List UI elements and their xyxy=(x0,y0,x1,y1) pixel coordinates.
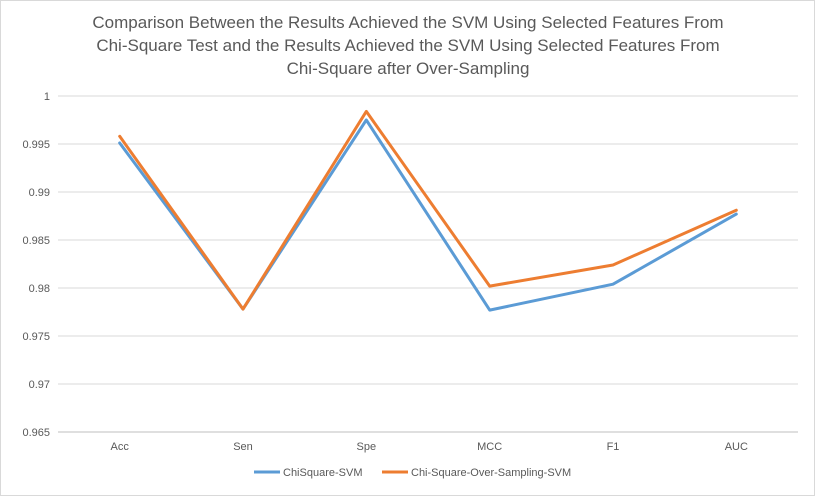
series-lines xyxy=(118,109,738,312)
y-tick-label: 0.985 xyxy=(22,235,50,247)
x-tick-label: Acc xyxy=(110,441,129,453)
y-tick-label: 0.965 xyxy=(22,427,50,439)
x-tick-label: Sen xyxy=(233,441,253,453)
chart-title-line-3: Chi-Square after Over-Sampling xyxy=(287,59,530,78)
y-tick-label: 0.97 xyxy=(29,379,50,391)
y-tick-label: 0.995 xyxy=(22,139,50,151)
y-axis-tick-labels: 1 0.995 0.99 0.985 0.98 0.975 0.97 0.965 xyxy=(22,91,50,439)
y-tick-label: 0.975 xyxy=(22,331,50,343)
x-tick-label: Spe xyxy=(357,441,377,453)
x-tick-label: F1 xyxy=(607,441,620,453)
y-tick-label: 1 xyxy=(44,91,50,103)
chart-title-line-1: Comparison Between the Results Achieved … xyxy=(92,13,723,32)
x-tick-label: MCC xyxy=(477,441,502,453)
y-tick-label: 0.98 xyxy=(29,283,50,295)
series-line-2 xyxy=(118,109,738,311)
legend-label-1: ChiSquare-SVM xyxy=(283,467,362,479)
legend-label-2: Chi-Square-Over-Sampling-SVM xyxy=(411,467,571,479)
y-tick-label: 0.99 xyxy=(29,187,50,199)
x-axis-tick-labels: Acc Sen Spe MCC F1 AUC xyxy=(110,441,748,453)
legend: ChiSquare-SVM Chi-Square-Over-Sampling-SV… xyxy=(254,467,571,479)
chart-title-line-2: Chi-Square Test and the Results Achieved… xyxy=(96,36,719,55)
gridlines xyxy=(58,95,798,433)
x-tick-label: AUC xyxy=(725,441,748,453)
